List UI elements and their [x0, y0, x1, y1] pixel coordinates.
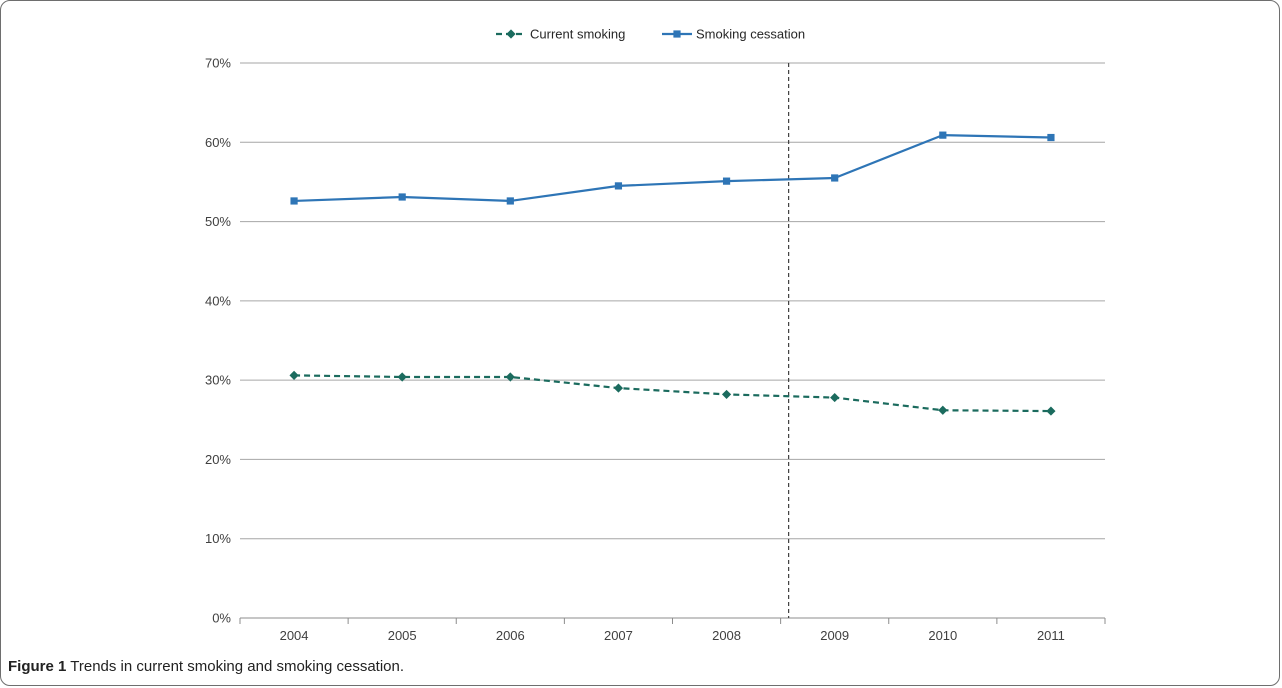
data-point-square	[673, 30, 681, 38]
x-tick-label: 2008	[712, 628, 741, 643]
x-tick-label: 2007	[604, 628, 633, 643]
x-tick-label: 2006	[496, 628, 525, 643]
legend-label: Current smoking	[530, 27, 625, 42]
y-tick-label: 40%	[205, 293, 231, 308]
y-tick-label: 10%	[205, 531, 231, 546]
legend: Current smoking Smoking cessation	[496, 27, 805, 42]
data-point-square	[722, 177, 731, 185]
data-point-diamond	[613, 383, 624, 393]
data-point-diamond	[505, 372, 515, 382]
y-tick-label: 70%	[205, 56, 231, 71]
data-point-diamond	[721, 389, 732, 400]
y-tick-label: 60%	[205, 135, 231, 150]
data-point-square	[939, 131, 947, 139]
x-tick-label: 2005	[388, 628, 417, 643]
data-point-diamond	[506, 29, 516, 39]
line-chart: 0% 10% 20% 30% 40% 50% 60% 70% 2004 2005 2006 2007…	[205, 27, 1106, 643]
data-point-square	[831, 174, 839, 182]
data-point-diamond	[397, 372, 407, 382]
legend-label: Smoking cessation	[696, 27, 805, 42]
series-group	[289, 131, 1056, 416]
figure-caption: Figure 1 Trends in current smoking and s…	[8, 658, 404, 675]
data-point-square	[506, 197, 514, 205]
y-axis-ticks: 0% 10% 20% 30% 40% 50% 60% 70%	[205, 56, 231, 626]
data-point-square	[1047, 133, 1055, 142]
series-line	[294, 134, 1051, 203]
data-point-square	[614, 182, 623, 190]
x-tick-label: 2009	[820, 628, 849, 643]
legend-item: Smoking cessation	[662, 27, 805, 42]
gridlines	[240, 62, 1105, 540]
legend-item: Current smoking	[496, 27, 625, 42]
data-point-diamond	[289, 370, 299, 380]
figure-caption-text: Trends in current smoking and smoking ce…	[70, 658, 405, 675]
series-smoking-cessation	[290, 131, 1055, 205]
series-current-smoking	[289, 370, 1056, 416]
x-tick-label: 2011	[1037, 628, 1065, 643]
x-axis: 2004 2005 2006 2007 2008 2009 2010 2011	[239, 617, 1106, 643]
x-tick-label: 2010	[928, 628, 957, 643]
y-tick-label: 30%	[205, 373, 231, 388]
data-point-diamond	[830, 392, 840, 403]
x-tick-label: 2004	[280, 628, 309, 643]
y-tick-label: 0%	[212, 611, 231, 626]
figure-label: Figure 1	[8, 658, 67, 675]
data-point-diamond	[938, 405, 948, 415]
y-tick-label: 20%	[205, 452, 231, 467]
data-point-square	[290, 197, 298, 205]
y-tick-label: 50%	[205, 214, 231, 229]
data-point-diamond	[1046, 406, 1056, 416]
data-point-square	[398, 193, 406, 201]
series-line	[294, 374, 1051, 413]
